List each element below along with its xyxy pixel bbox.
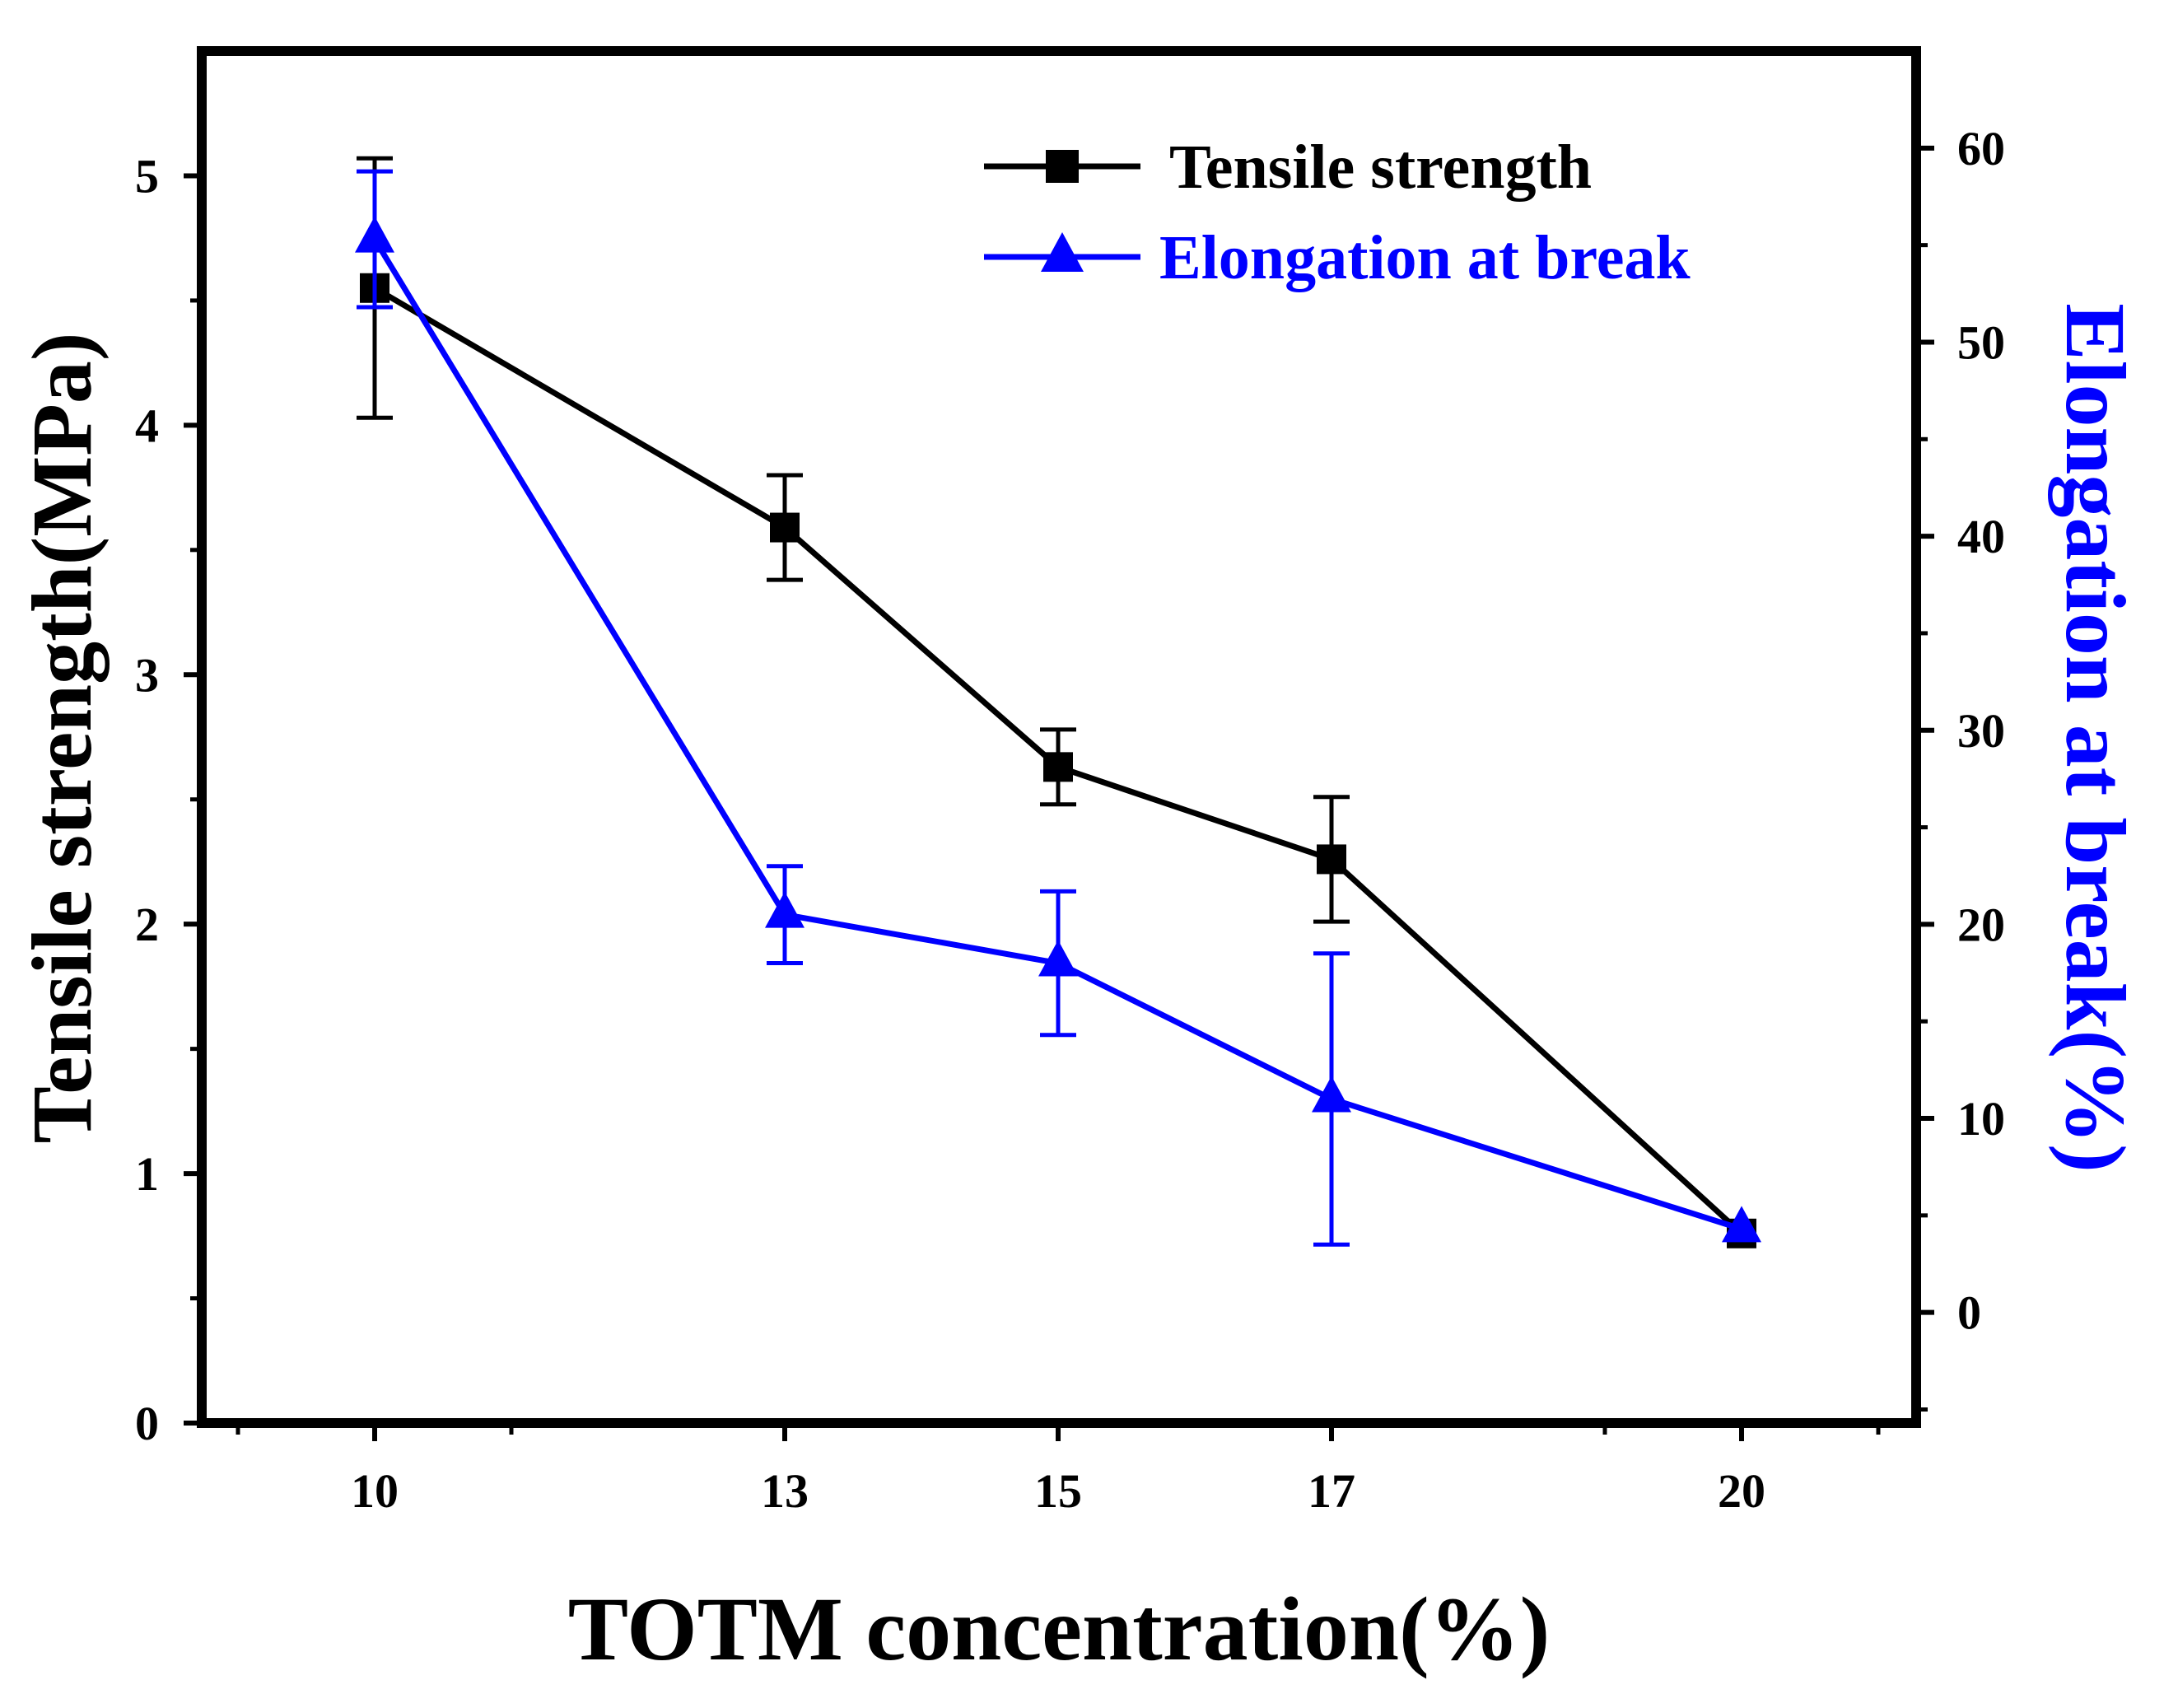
data-point-triangle bbox=[1038, 940, 1078, 977]
x-tick-label: 13 bbox=[761, 1464, 809, 1518]
legend-label-tensile: Tensile strength bbox=[1169, 133, 1592, 202]
y-right-tick-label: 20 bbox=[1957, 898, 2005, 951]
y-left-tick-label: 2 bbox=[135, 898, 159, 951]
y-axis-right-title: Elongation at break(%) bbox=[2048, 303, 2143, 1173]
series-tensile bbox=[357, 156, 1756, 1248]
y-right-tick-label: 40 bbox=[1957, 510, 2005, 563]
series-elongation bbox=[355, 169, 1761, 1247]
data-point-triangle bbox=[765, 891, 805, 928]
y-left-tick-label: 5 bbox=[135, 149, 159, 203]
y-left-tick-label: 4 bbox=[135, 399, 159, 452]
y-right-tick-label: 30 bbox=[1957, 704, 2005, 758]
legend-marker-triangle bbox=[1041, 232, 1084, 272]
data-point-triangle bbox=[1312, 1076, 1351, 1113]
x-tick-label: 10 bbox=[351, 1464, 399, 1518]
y-right-tick-label: 0 bbox=[1957, 1286, 1981, 1340]
x-axis-title: TOTM concentration(%) bbox=[568, 1579, 1551, 1679]
x-tick-label: 17 bbox=[1308, 1464, 1355, 1518]
y-left-tick-label: 3 bbox=[135, 648, 159, 702]
series-layer bbox=[355, 156, 1761, 1248]
legend-marker-square bbox=[1046, 150, 1079, 183]
y-axis-left-title: Tensile strength(MPa) bbox=[15, 332, 110, 1143]
legend-label-elongation: Elongation at break bbox=[1159, 223, 1691, 292]
x-tick-label: 15 bbox=[1034, 1464, 1082, 1518]
data-point-square bbox=[1317, 844, 1346, 875]
x-tick-label: 20 bbox=[1718, 1464, 1765, 1518]
data-point-triangle bbox=[1722, 1206, 1761, 1243]
legend: Tensile strength Elongation at break bbox=[984, 133, 1691, 292]
y-right-tick-label: 10 bbox=[1957, 1092, 2005, 1146]
data-point-square bbox=[1043, 752, 1073, 782]
y-left-tick-label: 1 bbox=[135, 1147, 159, 1201]
y-left-tick-label: 0 bbox=[135, 1397, 159, 1450]
data-point-triangle bbox=[355, 216, 394, 253]
y-right-tick-label: 60 bbox=[1957, 122, 2005, 175]
data-point-square bbox=[770, 512, 800, 543]
y-right-tick-label: 50 bbox=[1957, 315, 2005, 369]
